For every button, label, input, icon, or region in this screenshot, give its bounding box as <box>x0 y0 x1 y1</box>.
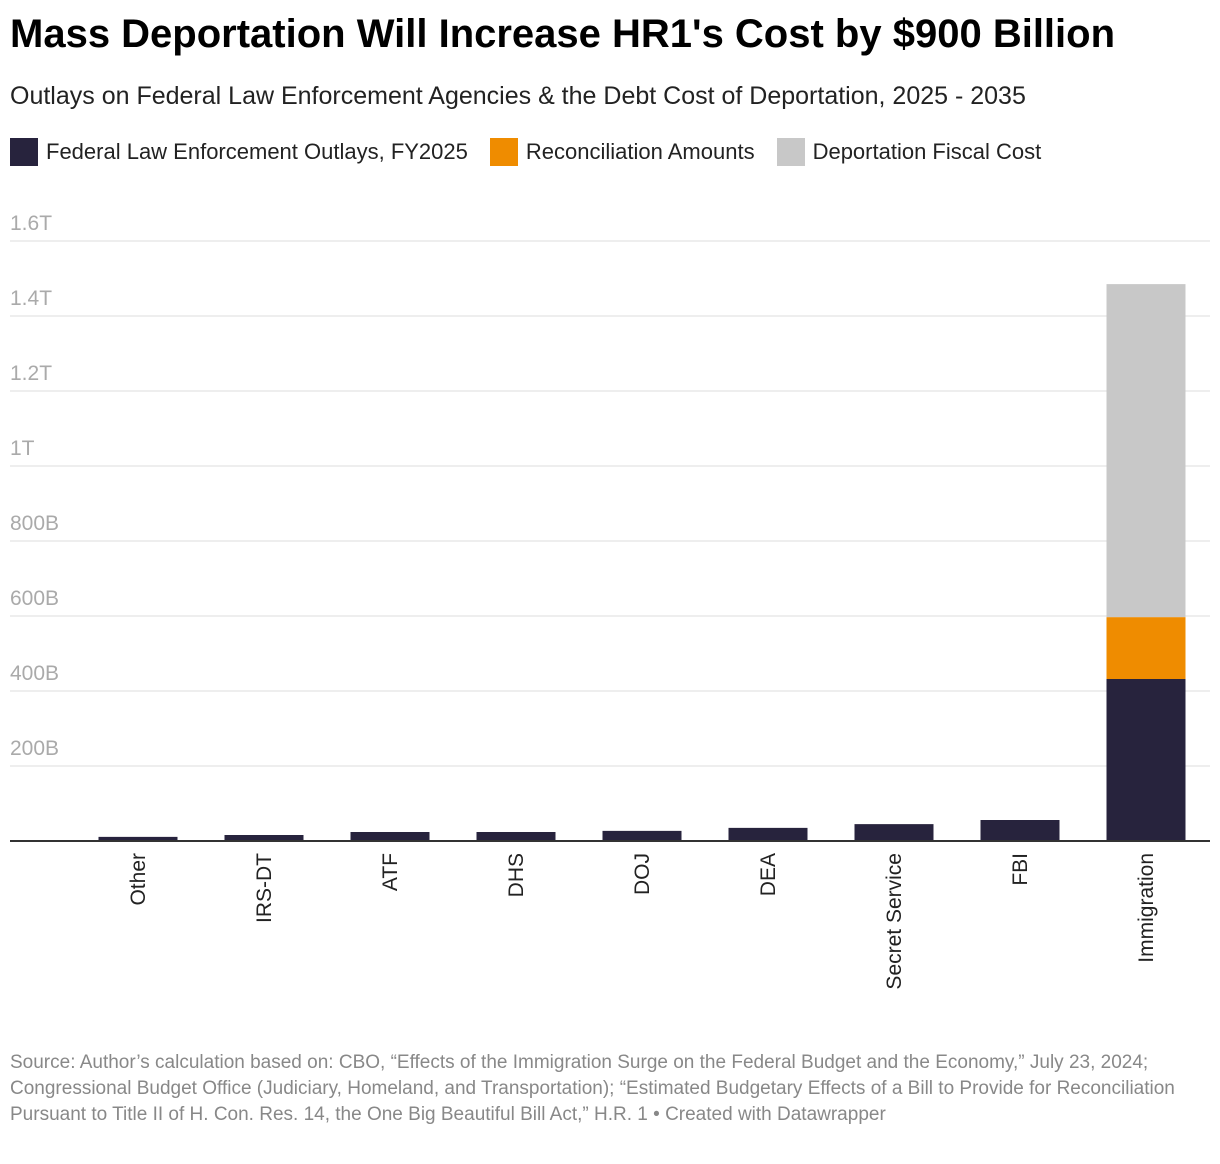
bar-segment <box>1106 284 1186 618</box>
bar-segment <box>602 830 682 841</box>
legend-item: Reconciliation Amounts <box>489 138 755 166</box>
legend: Federal Law Enforcement Outlays, FY2025 R… <box>10 138 1041 166</box>
y-tick-label: 1.6T <box>10 212 52 235</box>
legend-label: Reconciliation Amounts <box>525 139 755 164</box>
bar-segment <box>728 827 808 841</box>
y-tick-label: 1T <box>10 437 35 460</box>
bar-segment <box>98 836 178 841</box>
y-tick-label: 1.2T <box>10 362 52 385</box>
source-note: Source: Author’s calculation based on: C… <box>10 1052 1175 1125</box>
y-tick-label: 400B <box>10 662 59 685</box>
x-tick-label: DHS <box>505 853 528 897</box>
bar-segment <box>224 835 304 841</box>
chart: 200B 400B 600B 800B 1T 1.2T 1.4T 1.6T Other IRS-D… <box>10 212 1210 990</box>
legend-swatch <box>489 138 518 166</box>
x-tick-label: Other <box>127 853 150 906</box>
y-tick-label: 1.4T <box>10 287 52 310</box>
bar-segment <box>1106 617 1186 679</box>
y-tick-label: 800B <box>10 512 59 535</box>
x-tick-label: FBI <box>1009 853 1032 886</box>
legend-swatch <box>776 138 805 166</box>
legend-swatch <box>10 138 38 166</box>
bar-segment <box>854 824 934 841</box>
legend-item: Deportation Fiscal Cost <box>776 138 1042 166</box>
x-tick-label: DOJ <box>631 853 654 895</box>
x-tick-label: IRS-DT <box>253 853 276 923</box>
chart-subtitle: Outlays on Federal Law Enforcement Agenc… <box>10 82 1026 110</box>
y-tick-label: 200B <box>10 737 59 760</box>
bar-segment <box>476 832 556 841</box>
legend-label: Federal Law Enforcement Outlays, FY2025 <box>46 139 468 164</box>
x-tick-label: DEA <box>757 853 780 896</box>
chart-title: Mass Deportation Will Increase HR1's Cos… <box>10 12 1116 56</box>
bar-segment <box>350 832 430 841</box>
legend-item: Federal Law Enforcement Outlays, FY2025 <box>10 138 468 166</box>
y-tick-label: 600B <box>10 587 59 610</box>
legend-label: Deportation Fiscal Cost <box>812 139 1042 164</box>
x-tick-label: ATF <box>379 853 402 891</box>
x-tick-label: Immigration <box>1135 853 1158 963</box>
bar-segment <box>1106 679 1186 841</box>
x-tick-label: Secret Service <box>883 853 906 990</box>
bar-segment <box>980 820 1060 841</box>
